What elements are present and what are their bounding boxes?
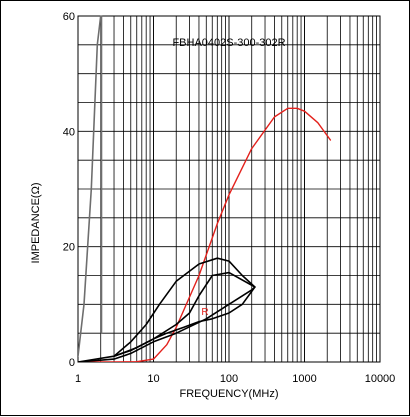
x-tick-label: 10 — [147, 373, 159, 385]
chart-title: FBHA0402S-300-302R — [172, 37, 285, 49]
x-tick-label: 1 — [75, 373, 81, 385]
x-tick-label: 1000 — [292, 373, 316, 385]
plot-border — [77, 15, 381, 363]
series-line-spike-1 — [78, 15, 102, 358]
grid — [78, 16, 380, 362]
r-annotation: R — [201, 307, 208, 318]
series-group — [78, 15, 332, 362]
x-axis-label: FREQUENCY(MHz) — [180, 388, 279, 400]
series-line-r — [78, 271, 256, 362]
y-tick-label: 60 — [63, 11, 75, 23]
x-tick-label: 100 — [220, 373, 238, 385]
series-line-z — [78, 107, 332, 362]
x-tick-label: 10000 — [365, 373, 396, 385]
y-tick-label: 20 — [63, 242, 75, 254]
series-line-x — [78, 257, 256, 362]
y-tick-label: 40 — [63, 126, 75, 138]
tick-labels: 1 10 100 1000 10000 0 20 40 60 — [63, 11, 396, 385]
y-axis-label: IMPEDANCE(Ω) — [30, 183, 42, 264]
y-tick-label: 0 — [69, 357, 75, 369]
